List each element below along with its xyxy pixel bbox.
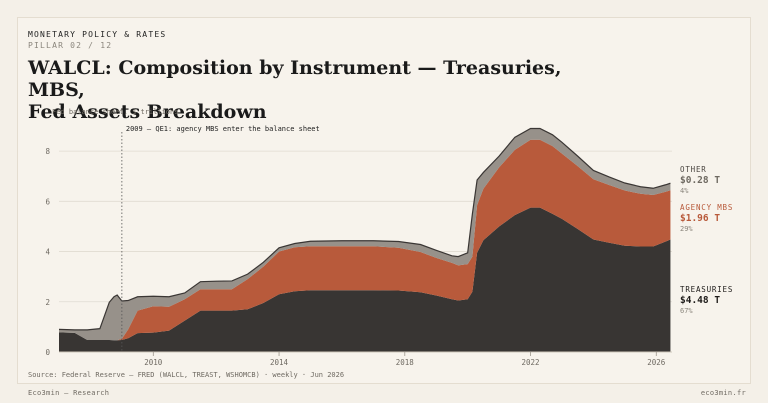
y-tick-label: 4 [45,248,50,257]
x-tick-label: 2022 [522,358,540,367]
legend-other-value: $0.28 T [680,175,720,186]
pillar-label: PILLAR 02 / 12 [28,41,113,50]
chart-title-line-2: Fed Assets Breakdown [28,101,267,123]
legend-agency-mbs-value: $1.96 T [680,213,720,224]
footer-site: eco3min.fr [700,389,746,397]
area-agency-mbs [59,139,671,341]
legend-other-share: 4% [680,187,689,195]
legend-treasuries-share: 67% [680,307,693,315]
y-tick-label: 6 [45,197,50,206]
x-tick-label: 2010 [144,358,163,367]
total-line [58,127,671,331]
legend-treasuries-value: $4.48 T [680,295,720,306]
x-tick-label: 2026 [647,358,666,367]
chart-title: WALCL: Composition by Instrument — Treas… [28,57,588,123]
x-tick-label: 2018 [396,358,415,367]
legend: OTHER$0.28 T4% AGENCY MBS$1.96 T29% TREASU… [680,165,733,315]
legend-agency-mbs-share: 29% [680,225,693,233]
y-tick-label: 2 [45,298,50,307]
x-tick-label: 2014 [270,358,289,367]
chart-title-line-1: WALCL: Composition by Instrument — Treas… [28,57,562,101]
section-kicker: MONETARY POLICY & RATES [28,30,167,39]
annotation-label: 2009 — QE1: agency MBS enter the balance… [126,125,320,133]
axes: 0 2 4 6 8 2010 2014 2018 2022 2026 2009 — QE1: age… [45,125,672,367]
area-treasuries [59,207,671,352]
y-tick-label: 0 [45,348,50,357]
area-other [59,128,671,341]
legend-treasuries-name: TREASURIES [680,285,733,294]
legend-agency-mbs-name: AGENCY MBS [680,203,733,212]
y-axis-label: Fed balance sheet, $ trillions [52,108,178,116]
y-tick-label: 8 [45,147,50,156]
areas [58,127,671,352]
footer-brand: Eco3min — Research [28,389,110,397]
legend-other-name: OTHER [680,165,707,174]
source-note: Source: Federal Reserve — FRED (WALCL, T… [28,371,344,379]
